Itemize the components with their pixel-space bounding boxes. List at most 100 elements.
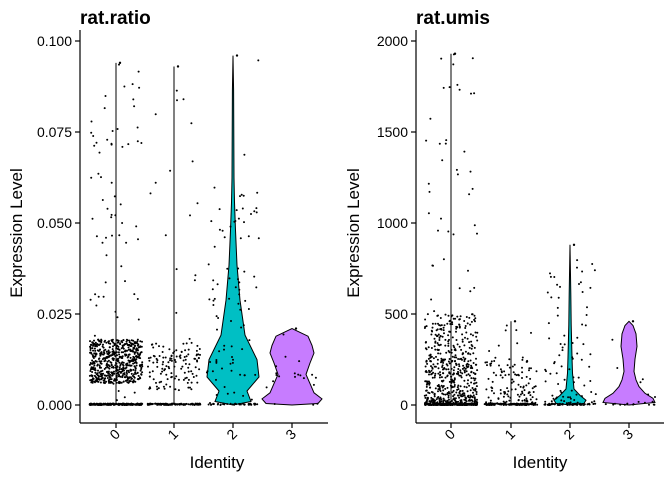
data-point: [441, 364, 444, 367]
data-point: [426, 397, 429, 400]
data-point: [604, 403, 607, 406]
data-point: [441, 402, 443, 405]
data-point: [243, 221, 245, 224]
data-point: [122, 351, 125, 354]
data-point: [432, 357, 435, 360]
data-point: [450, 378, 453, 381]
data-point: [221, 229, 224, 232]
data-point: [571, 342, 574, 344]
data-point: [91, 354, 94, 357]
data-point: [549, 372, 552, 375]
data-point: [473, 396, 476, 399]
data-point: [550, 296, 553, 299]
data-point: [89, 345, 91, 348]
data-point: [461, 372, 464, 375]
data-point: [443, 332, 445, 335]
data-point: [491, 380, 494, 383]
data-point: [464, 327, 467, 329]
data-point: [241, 207, 244, 210]
data-point: [425, 370, 428, 372]
data-point: [89, 298, 92, 301]
data-point: [102, 379, 105, 382]
data-point: [108, 346, 111, 349]
data-point: [148, 386, 151, 389]
data-point: [563, 334, 566, 337]
data-point: [184, 362, 187, 365]
data-point: [91, 362, 94, 365]
data-point: [486, 361, 488, 364]
data-point: [463, 150, 466, 153]
data-point: [89, 351, 91, 354]
data-point: [492, 371, 495, 374]
data-point: [177, 389, 180, 392]
data-point: [136, 352, 139, 354]
data-point: [513, 320, 517, 323]
data-point: [457, 372, 460, 375]
data-point: [117, 373, 120, 376]
data-point: [230, 369, 233, 372]
data-point: [250, 398, 253, 401]
data-point: [435, 404, 438, 406]
data-point: [130, 364, 133, 367]
data-point: [127, 403, 130, 406]
data-point: [459, 394, 462, 397]
data-point: [215, 394, 218, 396]
data-point: [445, 363, 448, 366]
data-point: [233, 391, 236, 394]
data-point: [445, 368, 448, 371]
y-tick-label: 1000: [377, 215, 408, 231]
data-point: [94, 349, 97, 352]
data-point: [427, 346, 430, 349]
data-point: [96, 349, 99, 352]
data-point: [197, 357, 200, 359]
data-point: [534, 401, 537, 404]
data-point: [519, 393, 522, 396]
y-tick-label: 0.000: [37, 397, 72, 413]
data-point: [489, 364, 492, 367]
data-point: [187, 370, 190, 373]
data-point: [135, 358, 138, 361]
data-point: [90, 368, 93, 371]
data-point: [474, 389, 477, 392]
data-point: [93, 361, 96, 364]
data-point: [250, 213, 252, 215]
data-point: [447, 334, 450, 337]
data-point: [131, 350, 134, 353]
data-point: [468, 316, 471, 319]
data-point: [459, 400, 462, 403]
data-point: [454, 399, 457, 402]
data-point: [100, 375, 103, 378]
data-point: [122, 402, 125, 405]
data-point: [502, 400, 505, 403]
data-point: [162, 361, 165, 363]
data-point: [453, 381, 456, 384]
data-point: [125, 379, 128, 382]
data-point: [452, 344, 455, 347]
data-point: [438, 336, 441, 339]
data-point: [215, 360, 218, 363]
data-point: [444, 358, 447, 361]
data-point: [131, 360, 134, 362]
data-point: [464, 357, 467, 360]
data-point: [114, 364, 117, 367]
data-point: [134, 371, 137, 374]
data-point: [107, 340, 110, 343]
data-point: [465, 370, 468, 373]
data-point: [173, 365, 176, 368]
data-point: [121, 222, 124, 224]
data-point: [89, 340, 91, 343]
data-point: [497, 397, 500, 400]
data-point: [458, 318, 461, 321]
data-point: [96, 345, 98, 348]
data-point: [96, 364, 99, 367]
data-point: [459, 399, 462, 402]
data-point: [133, 356, 136, 359]
data-point: [125, 374, 128, 377]
data-point: [99, 354, 102, 357]
data-point: [129, 368, 132, 371]
data-point: [431, 322, 434, 325]
data-point: [551, 394, 554, 397]
data-point: [159, 372, 162, 375]
data-point: [460, 376, 463, 379]
data-point: [546, 291, 549, 294]
